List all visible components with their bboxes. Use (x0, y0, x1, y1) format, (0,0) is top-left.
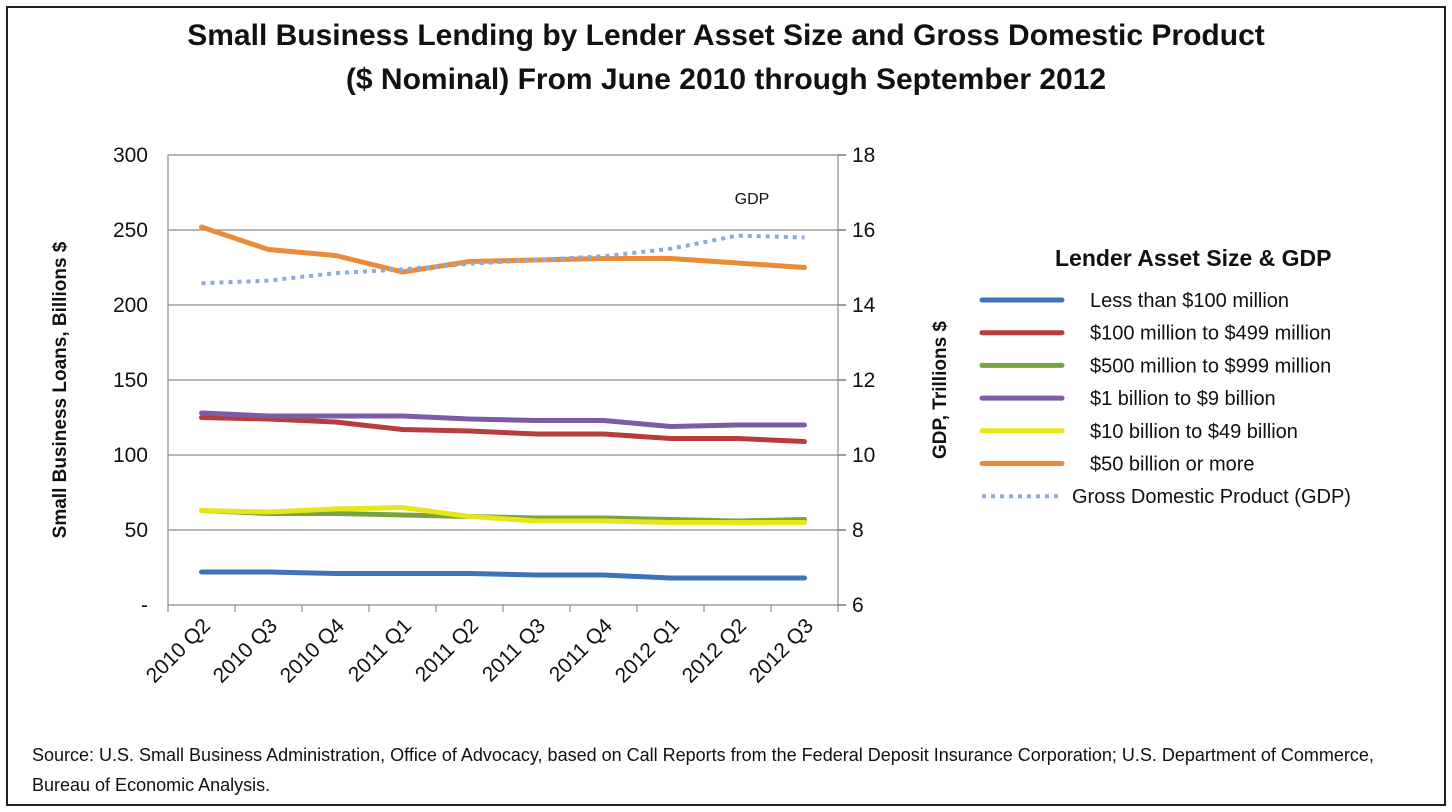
y-tick-label: 250 (113, 219, 148, 242)
series-line-2 (199, 415, 807, 444)
legend-label: $50 billion or more (1090, 454, 1255, 476)
y-tick-label: 300 (113, 144, 148, 167)
legend-label: $1 billion to $9 billion (1090, 388, 1276, 410)
x-tick-label: 2010 Q4 (276, 614, 349, 687)
x-tick-label: 2012 Q3 (745, 614, 818, 687)
x-tick-label: 2011 Q1 (344, 614, 416, 686)
series-line-5 (199, 505, 807, 525)
y-tick-label: 100 (113, 444, 148, 467)
y-tick-label: - (141, 594, 148, 617)
legend-label: Less than $100 million (1090, 290, 1289, 312)
legend-label: Gross Domestic Product (GDP) (1072, 486, 1351, 508)
chart-title-line-1: Small Business Lending by Lender Asset S… (187, 19, 1265, 52)
y2-tick-label: 18 (852, 144, 875, 167)
x-tick-label: 2011 Q2 (411, 614, 483, 686)
legend-label: $10 billion to $49 billion (1090, 421, 1298, 443)
y2-axis-title: GDP, Trillions $ (930, 321, 951, 459)
y-tick-label: 150 (113, 369, 148, 392)
chart-title-line-2: ($ Nominal) From June 2010 through Septe… (345, 63, 1107, 96)
y2-tick-label: 10 (852, 444, 875, 467)
y2-tick-label: 6 (852, 594, 864, 617)
legend-label: $500 million to $999 million (1090, 355, 1331, 377)
chart-title: Small Business Lending by Lender Asset S… (0, 14, 1452, 102)
y2-tick-label: 8 (852, 519, 864, 542)
series-line-4 (199, 410, 807, 429)
gdp-annotation: GDP (735, 191, 770, 208)
y2-tick-label: 16 (852, 219, 875, 242)
y2-tick-label: 14 (852, 294, 876, 317)
y2-tick-label: 12 (852, 369, 875, 392)
y-axis-title: Small Business Loans, Billions $ (50, 241, 71, 538)
x-tick-label: 2012 Q1 (611, 614, 684, 687)
series-line-7 (201, 233, 805, 286)
x-tick-label: 2010 Q2 (142, 614, 215, 687)
x-tick-label: 2011 Q4 (545, 614, 617, 686)
x-tick-label: 2010 Q3 (209, 614, 282, 687)
y-tick-label: 200 (113, 294, 148, 317)
source-note: Source: U.S. Small Business Administrati… (32, 745, 1374, 795)
legend-label: $100 million to $499 million (1090, 323, 1331, 345)
series-line-6 (199, 224, 807, 275)
x-tick-label: 2012 Q2 (678, 614, 751, 687)
x-tick-label: 2011 Q3 (478, 614, 550, 686)
chart-frame (6, 6, 1446, 806)
legend-title: Lender Asset Size & GDP (1055, 245, 1332, 271)
y-tick-label: 50 (125, 519, 148, 542)
series-line-1 (199, 569, 807, 581)
